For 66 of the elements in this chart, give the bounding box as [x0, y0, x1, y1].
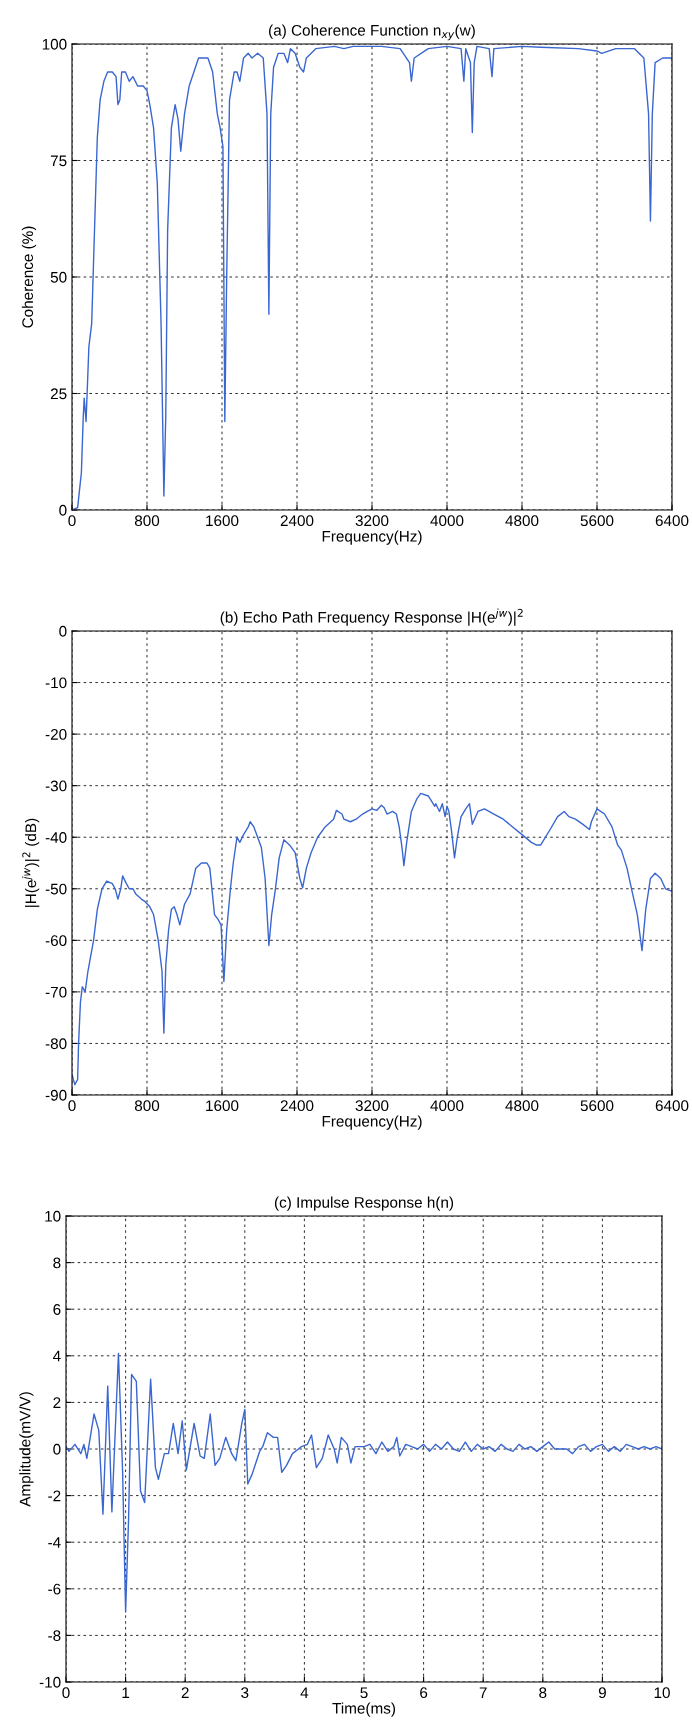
x-tick-label: 0: [68, 1100, 76, 1112]
y-tick-label: -30: [45, 780, 67, 792]
line-series: [72, 45, 672, 510]
x-axis-title: Time(ms): [332, 1702, 396, 1717]
y-tick-label: -20: [45, 728, 67, 740]
x-tick-label: 10: [654, 1687, 670, 1699]
chart-title: (b) Echo Path Frequency Response |H(e$^{jw}$)|$^{2}$: [220, 608, 523, 626]
x-tick-label: 2400: [280, 515, 314, 527]
y-tick-label: 4: [52, 1350, 61, 1362]
x-tick-label: 5: [360, 1687, 368, 1699]
y-tick-label: -60: [45, 935, 67, 947]
y-tick-label: -10: [39, 1676, 61, 1688]
x-tick-label: 1600: [206, 515, 239, 527]
y-tick-label: 100: [42, 38, 67, 50]
y-tick-label: 50: [50, 271, 67, 283]
y-tick-label: -80: [45, 1038, 67, 1050]
x-tick-label: 4000: [430, 515, 464, 527]
x-tick-label: 0: [68, 515, 76, 527]
line-series: [66, 1352, 662, 1613]
x-tick-label: 4: [300, 1687, 309, 1698]
x-tick-label: 6: [420, 1687, 428, 1699]
x-tick-label: 3: [241, 1687, 249, 1699]
x-tick-label: 1600: [206, 1100, 239, 1112]
y-tick-label: 0: [59, 625, 67, 637]
x-axis-title: Frequency(Hz): [322, 530, 422, 545]
y-tick-label: -8: [48, 1630, 61, 1642]
x-tick-label: 4000: [430, 1100, 464, 1112]
chart-title: (c) Impulse Response h(n): [274, 1196, 454, 1211]
x-tick-label: 5600: [580, 515, 614, 527]
y-tick-label: 25: [50, 388, 67, 400]
x-tick-label: 4800: [505, 1100, 539, 1112]
x-tick-label: 8: [539, 1687, 547, 1699]
chart-title: (a) Coherence Function n$_{xy}$(w): [269, 24, 475, 41]
y-tick-label: 2: [53, 1397, 61, 1408]
y-tick-label: -50: [45, 883, 67, 895]
y-tick-label: 0: [59, 504, 67, 516]
x-tick-label: 9: [598, 1687, 606, 1699]
y-axis-title: Coherence (%): [21, 226, 37, 328]
x-tick-label: 6400: [655, 1100, 689, 1112]
y-tick-label: -4: [48, 1537, 61, 1548]
y-tick-label: 10: [45, 1210, 61, 1222]
x-tick-label: 3200: [355, 1100, 389, 1112]
line-series: [72, 792, 672, 1086]
x-tick-label: 3200: [355, 515, 389, 527]
x-tick-label: 5600: [580, 1100, 614, 1112]
x-tick-label: 800: [134, 1100, 160, 1112]
y-axis-title: Amplitude(mV/V): [19, 1392, 34, 1507]
y-tick-label: 75: [50, 155, 67, 167]
y-tick-label: -40: [45, 832, 67, 843]
y-tick-label: -90: [45, 1089, 67, 1101]
x-tick-label: 7: [479, 1687, 487, 1698]
y-tick-label: -70: [45, 986, 67, 998]
y-tick-label: -10: [45, 677, 67, 689]
x-tick-label: 1: [122, 1687, 130, 1698]
x-tick-label: 800: [134, 515, 160, 527]
x-tick-label: 2400: [280, 1100, 314, 1112]
y-axis-title: |H(e$^{jw}$)|$^{2}$ (dB): [22, 818, 40, 907]
x-tick-label: 6400: [655, 515, 689, 527]
x-axis-title: Frequency(Hz): [322, 1115, 422, 1130]
y-tick-label: -6: [48, 1583, 61, 1595]
x-tick-label: 4800: [505, 515, 539, 527]
y-tick-label: 6: [53, 1304, 61, 1315]
x-tick-label: 2: [181, 1687, 189, 1698]
y-tick-label: 0: [53, 1443, 61, 1455]
y-tick-label: -2: [48, 1490, 61, 1502]
y-tick-label: 8: [53, 1257, 61, 1269]
